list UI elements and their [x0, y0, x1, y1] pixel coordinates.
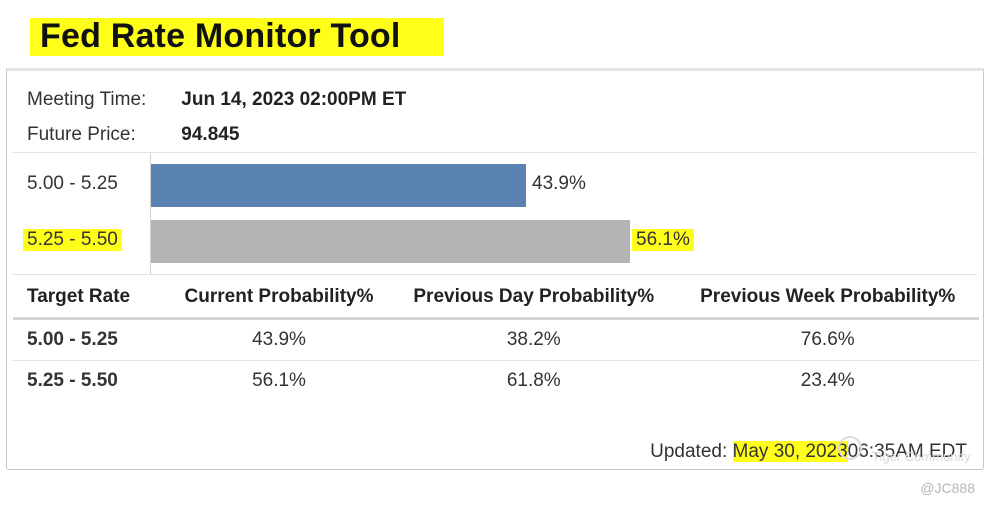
target-rate-cell: 5.00 - 5.25 — [13, 318, 167, 361]
watermark-logo-icon — [838, 436, 862, 460]
previous-day-probability-cell: 61.8% — [506, 370, 561, 391]
updated-timestamp: Updated: May 30, 202306:35AM EDT — [650, 441, 967, 463]
current-probability-cell: 43.9% — [167, 318, 392, 361]
bar-value-525-550: 56.1% — [632, 229, 694, 251]
target-rate-cell: 5.25 - 5.50 — [27, 370, 118, 391]
previous-week-probability-cell: 76.6% — [676, 318, 979, 361]
header-current-probability: Current Probability% — [167, 277, 392, 320]
divider — [13, 274, 977, 275]
bar-525-550 — [151, 220, 630, 263]
bar-label-525-550: 5.25 - 5.50 — [23, 229, 122, 251]
divider — [13, 152, 977, 153]
title-area: Fed Rate Monitor Tool — [30, 14, 444, 56]
updated-label: Updated: — [650, 441, 728, 462]
current-probability-cell: 56.1% — [252, 370, 306, 391]
bar-value-500-525: 43.9% — [532, 173, 586, 194]
watermark-text: Tiger Community — [872, 449, 971, 464]
updated-time: 06:35AM EDT — [847, 441, 967, 462]
header-previous-week-probability: Previous Week Probability% — [676, 277, 979, 320]
previous-day-probability-cell: 38.2% — [391, 318, 677, 361]
table-row: 5.25 - 5.50 56.1% 61.8% 23.4% — [13, 361, 979, 402]
probability-table: Target Rate Current Probability% Previou… — [13, 277, 979, 401]
header-target-rate: Target Rate — [13, 277, 167, 320]
page-title: Fed Rate Monitor Tool — [40, 17, 401, 55]
future-price-label: Future Price: — [27, 124, 136, 145]
bar-label-500-525: 5.00 - 5.25 — [27, 173, 118, 194]
meeting-time-label: Meeting Time: — [27, 89, 147, 110]
table-row: 5.00 - 5.25 43.9% 38.2% 76.6% — [13, 318, 979, 361]
updated-date: May 30, 2023 — [732, 441, 848, 462]
header-previous-day-probability: Previous Day Probability% — [391, 277, 677, 320]
rate-monitor-panel: Meeting Time: Jun 14, 2023 02:00PM ET Fu… — [6, 68, 984, 470]
author-credit: @JC888 — [920, 480, 975, 496]
bar-500-525 — [151, 164, 526, 207]
meeting-time-value: Jun 14, 2023 02:00PM ET — [181, 89, 407, 110]
previous-week-probability-cell: 23.4% — [800, 370, 855, 391]
table-header-row: Target Rate Current Probability% Previou… — [13, 277, 979, 320]
future-price-value: 94.845 — [181, 124, 240, 145]
title-highlight — [30, 18, 444, 56]
chart-axis-line — [150, 153, 151, 274]
probability-bar-chart: 5.00 - 5.25 43.9% 5.25 - 5.50 56.1% — [13, 153, 977, 274]
meeting-time-row: Meeting Time: Jun 14, 2023 02:00PM ET — [27, 89, 406, 111]
future-price-row: Future Price: 94.845 — [27, 124, 239, 146]
